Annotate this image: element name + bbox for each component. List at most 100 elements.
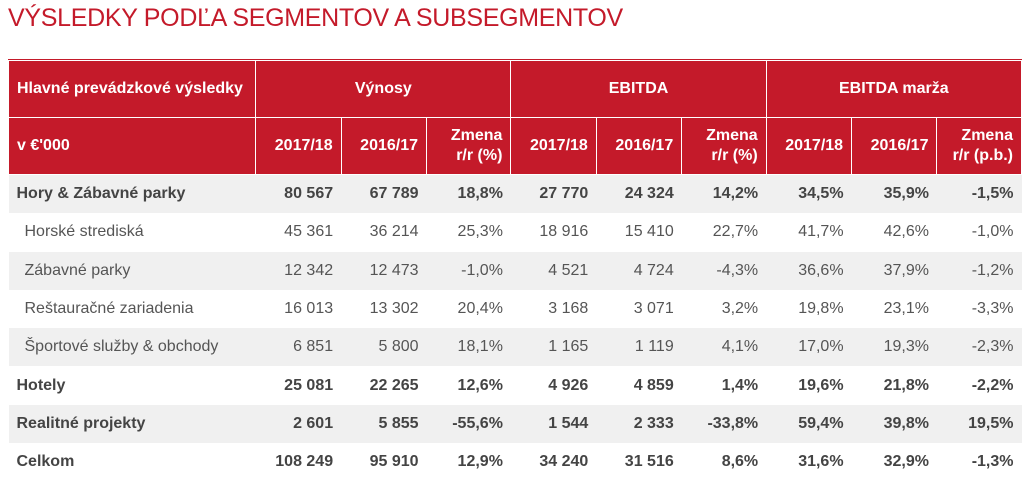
table-cell: 37,9% <box>851 251 937 290</box>
table-cell: 32,9% <box>851 443 937 482</box>
header-row-groups: Hlavné prevádzkové výsledky Výnosy EBITD… <box>7 60 1023 118</box>
table-cell: 16 013 <box>255 289 342 329</box>
table-cell: 20,4% <box>426 289 511 329</box>
table-cell: 5 800 <box>341 328 427 367</box>
table-cell: 1 119 <box>596 328 682 367</box>
header-col: 2017/18 <box>765 117 853 175</box>
row-label: Hory & Zábavné parky <box>8 174 256 214</box>
table-cell: 3 071 <box>596 289 682 329</box>
header-col: 2016/17 <box>595 117 683 175</box>
row-label: Športové služby & obchody <box>8 328 256 367</box>
table-cell: 19,8% <box>766 289 852 329</box>
table-cell: -3,3% <box>936 289 1022 329</box>
table-cell: -1,2% <box>936 251 1022 290</box>
table-cell: 23,1% <box>851 289 937 329</box>
table-cell: 24 324 <box>596 174 682 214</box>
header-group-ebitda: EBITDA <box>510 60 767 118</box>
table-row: Zábavné parky 12 342 12 473 -1,0% 4 521 4 724… <box>8 251 1022 290</box>
table-cell: 1,4% <box>681 366 767 405</box>
page-title: VÝSLEDKY PODĽA SEGMENTOV A SUBSEGMENTOV <box>8 4 623 32</box>
results-table: Hlavné prevádzkové výsledky Výnosy EBITD… <box>7 60 1023 482</box>
table-cell: -33,8% <box>681 404 767 444</box>
table-cell: 12 473 <box>341 251 427 290</box>
table-cell: 18,1% <box>426 328 511 367</box>
table-cell: 4 724 <box>596 251 682 290</box>
table-cell: 18 916 <box>510 213 597 252</box>
table-cell: 36,6% <box>766 251 852 290</box>
table-cell: 6 851 <box>255 328 342 367</box>
table-cell: 4 521 <box>510 251 597 290</box>
table-cell: 108 249 <box>255 443 342 482</box>
table-row: Hory & Zábavné parky 80 567 67 789 18,8% 27 … <box>8 174 1022 214</box>
table-row: Hotely 25 081 22 265 12,6% 4 926 4 859 1,4% 19,… <box>8 366 1022 405</box>
table-cell: 39,8% <box>851 404 937 444</box>
table-cell: 25,3% <box>426 213 511 252</box>
table-cell: 19,5% <box>936 404 1022 444</box>
table-cell: 45 361 <box>255 213 342 252</box>
table-cell: 31 516 <box>596 443 682 482</box>
table-cell: 12,6% <box>426 366 511 405</box>
header-col: 2016/17 <box>851 117 938 175</box>
table-cell: 22 265 <box>341 366 427 405</box>
table-row: Realitné projekty 2 601 5 855 -55,6% 1 544 2 … <box>8 404 1022 444</box>
table-cell: 17,0% <box>766 328 852 367</box>
table-cell: -1,0% <box>936 213 1022 252</box>
table-cell: 35,9% <box>851 174 937 214</box>
row-label: Hotely <box>8 366 256 405</box>
header-unit-label: v €'000 <box>7 117 257 175</box>
table-cell: -1,5% <box>936 174 1022 214</box>
table-cell: 27 770 <box>510 174 597 214</box>
table-cell: 18,8% <box>426 174 511 214</box>
header-col: 2017/18 <box>255 117 342 175</box>
header-col: Zmena r/r (p.b.) <box>936 117 1022 175</box>
header-main-label: Hlavné prevádzkové výsledky <box>7 60 257 118</box>
header-group-ebitda-margin: EBITDA marža <box>765 60 1023 118</box>
table-row: Celkom 108 249 95 910 12,9% 34 240 31 516 8,6%… <box>8 443 1022 482</box>
table-top-border <box>8 59 1022 60</box>
table-row: Športové služby & obchody 6 851 5 800 18,1%… <box>8 328 1022 367</box>
table-cell: -1,0% <box>426 251 511 290</box>
header-row-columns: v €'000 2017/18 2016/17 Zmena r/r (%) 20… <box>7 117 1022 175</box>
table-cell: 59,4% <box>766 404 852 444</box>
table-cell: 19,6% <box>766 366 852 405</box>
row-label: Horské strediská <box>8 213 256 252</box>
table-cell: 2 333 <box>596 404 682 444</box>
row-label: Celkom <box>8 443 256 482</box>
row-label: Reštauračné zariadenia <box>8 289 256 329</box>
table-cell: 95 910 <box>341 443 427 482</box>
header-col: Zmena r/r (%) <box>426 117 512 175</box>
table-cell: 41,7% <box>766 213 852 252</box>
table-cell: 12,9% <box>426 443 511 482</box>
header-col: 2017/18 <box>510 117 597 175</box>
table-cell: 8,6% <box>681 443 767 482</box>
table-cell: 31,6% <box>766 443 852 482</box>
table-cell: -2,2% <box>936 366 1022 405</box>
table-cell: 3 168 <box>510 289 597 329</box>
header-col: 2016/17 <box>340 117 428 175</box>
table-cell: 67 789 <box>341 174 427 214</box>
table-cell: 19,3% <box>851 328 937 367</box>
table-cell: 12 342 <box>255 251 342 290</box>
table-cell: 36 214 <box>341 213 427 252</box>
header-col: Zmena r/r (%) <box>681 117 767 175</box>
results-table-container: Hlavné prevádzkové výsledky Výnosy EBITD… <box>7 60 1023 486</box>
table-cell: 14,2% <box>681 174 767 214</box>
table-cell: 21,8% <box>851 366 937 405</box>
table-cell: 1 544 <box>510 404 597 444</box>
table-cell: 34 240 <box>510 443 597 482</box>
table-cell: -55,6% <box>426 404 511 444</box>
table-cell: 4,1% <box>681 328 767 367</box>
table-cell: 80 567 <box>255 174 342 214</box>
table-cell: -1,3% <box>936 443 1022 482</box>
header-group-revenue: Výnosy <box>255 60 512 118</box>
table-cell: 42,6% <box>851 213 937 252</box>
table-cell: 15 410 <box>596 213 682 252</box>
table-cell: 2 601 <box>255 404 342 444</box>
row-label: Realitné projekty <box>8 404 256 444</box>
table-cell: 5 855 <box>341 404 427 444</box>
table-cell: -2,3% <box>936 328 1022 367</box>
table-cell: 34,5% <box>766 174 852 214</box>
table-cell: -4,3% <box>681 251 767 290</box>
table-cell: 4 926 <box>510 366 597 405</box>
row-label: Zábavné parky <box>8 251 256 290</box>
